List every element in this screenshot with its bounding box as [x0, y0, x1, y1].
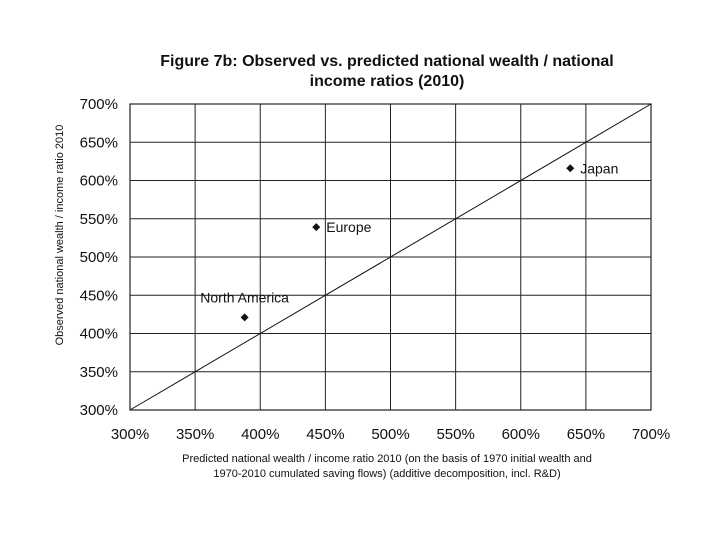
x-tick-label: 450% — [306, 426, 344, 443]
y-tick-label: 450% — [80, 287, 118, 304]
reference-line — [129, 103, 652, 411]
y-tick-label: 650% — [80, 134, 118, 151]
x-tick-label: 600% — [502, 426, 540, 443]
data-point-label: North America — [200, 289, 289, 305]
y-tick-label: 600% — [80, 173, 118, 190]
x-axis-label-line-2: 1970-2010 cumulated saving flows) (addit… — [213, 468, 560, 480]
chart-title-line-2: income ratios (2010) — [310, 73, 465, 90]
y-tick-label: 500% — [80, 249, 118, 266]
y-tick-label: 300% — [80, 402, 118, 419]
x-tick-labels: 300% 350% 400% 450% 500% 550% 600% 650% 700% — [111, 426, 670, 443]
reference-line-group — [129, 103, 652, 411]
data-point-label: Europe — [326, 219, 371, 235]
x-tick-label: 500% — [371, 426, 409, 443]
plot-border — [129, 103, 652, 411]
chart-title-line-1: Figure 7b: Observed vs. predicted nation… — [160, 53, 613, 70]
x-tick-label: 350% — [176, 426, 214, 443]
x-tick-label: 300% — [111, 426, 149, 443]
data-point-marker — [312, 223, 321, 232]
data-points: North America Europe Japan — [200, 160, 618, 322]
y-tick-labels: 300% 350% 400% 450% 500% 550% 600% 650% 700% — [80, 96, 118, 419]
x-tick-label: 400% — [241, 426, 279, 443]
data-point-label: Japan — [580, 160, 618, 176]
data-point-marker — [240, 313, 249, 322]
x-axis-label-line-1: Predicted national wealth / income ratio… — [182, 453, 592, 465]
y-tick-label: 550% — [80, 211, 118, 228]
x-tick-label: 700% — [632, 426, 670, 443]
data-point-marker — [566, 164, 575, 173]
y-tick-label: 400% — [80, 326, 118, 343]
y-tick-label: 350% — [80, 364, 118, 381]
x-tick-label: 550% — [436, 426, 474, 443]
x-tick-label: 650% — [567, 426, 605, 443]
y-tick-label: 700% — [80, 96, 118, 113]
y-axis-label: Observed national wealth / income ratio … — [54, 125, 66, 346]
